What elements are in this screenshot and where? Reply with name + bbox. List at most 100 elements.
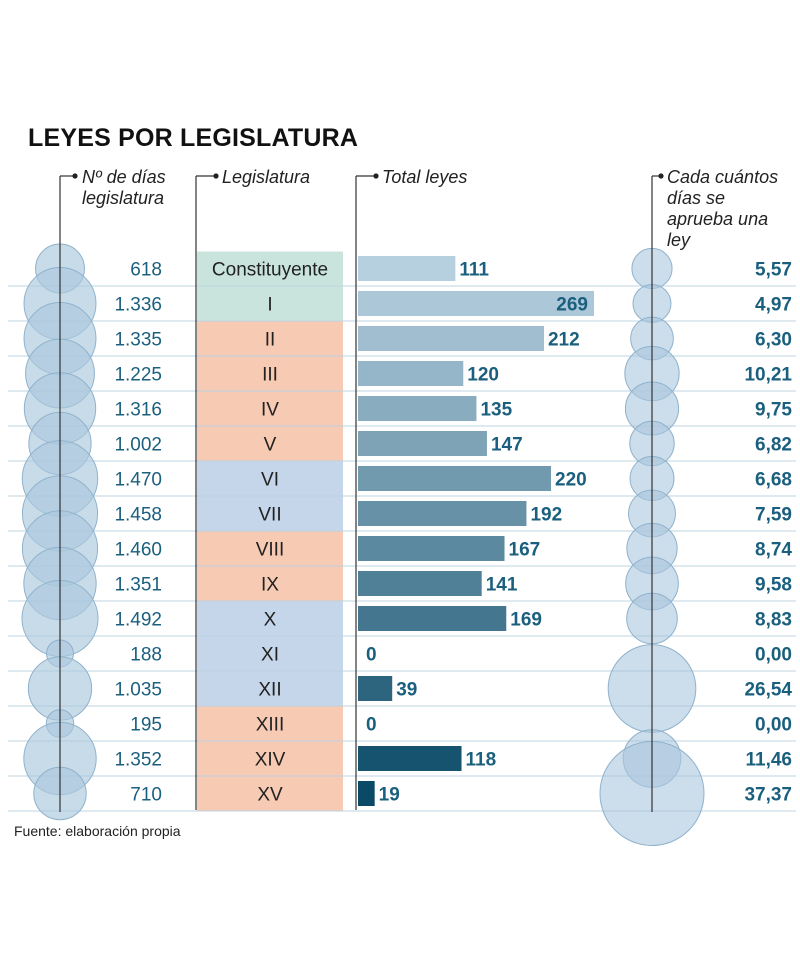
legislature-cells [197, 251, 343, 811]
legislature-label: VI [261, 470, 279, 491]
total-label: 0 [366, 715, 377, 736]
total-label: 147 [491, 435, 523, 456]
total-bar [358, 326, 544, 351]
days-label: 1.002 [114, 435, 162, 456]
rate-label: 10,21 [744, 365, 792, 386]
total-bar [358, 606, 507, 631]
legislature-label: X [264, 610, 277, 631]
rate-label: 6,30 [755, 330, 792, 351]
total-label: 212 [548, 330, 580, 351]
rate-label: 37,37 [744, 785, 792, 806]
rate-label: 11,46 [746, 750, 793, 771]
total-label: 192 [530, 505, 562, 526]
days-label: 1.492 [114, 610, 162, 631]
total-label: 39 [396, 680, 417, 701]
legislature-cell [197, 601, 343, 636]
days-label: 1.336 [114, 295, 162, 316]
days-label: 710 [130, 785, 162, 806]
total-bar [358, 291, 594, 316]
legislature-cell [197, 496, 343, 531]
axis-lines [59, 173, 664, 812]
legislature-label: XII [258, 680, 281, 701]
total-bar [358, 431, 487, 456]
rate-label: 9,75 [755, 400, 792, 421]
rate-label: 4,97 [755, 295, 792, 316]
header-days: Nº de días legislatura [82, 167, 166, 208]
days-label: 1.225 [114, 365, 162, 386]
legislature-label: XIV [255, 750, 286, 771]
legislature-label: III [262, 365, 278, 386]
source-note: Fuente: elaboración propia [14, 823, 181, 839]
days-label: 1.335 [114, 330, 162, 351]
rate-label: 26,54 [744, 680, 792, 701]
legislature-label: XV [257, 785, 283, 806]
legislature-label: V [264, 435, 277, 456]
total-label: 135 [480, 400, 512, 421]
total-bar [358, 536, 505, 561]
legislature-cell [197, 636, 343, 671]
legislature-cell [197, 391, 343, 426]
rate-label: 5,57 [755, 260, 792, 281]
days-label: 1.470 [114, 470, 162, 491]
total-label: 167 [509, 540, 541, 561]
legislature-cell [197, 531, 343, 566]
total-label: 0 [366, 645, 377, 666]
total-bars [358, 256, 594, 806]
rate-label: 6,82 [755, 435, 792, 456]
legislature-label: XI [261, 645, 279, 666]
total-bar [358, 256, 456, 281]
legislature-label: VII [258, 505, 281, 526]
legislature-label: II [265, 330, 276, 351]
total-bar [358, 396, 477, 421]
total-bar [358, 781, 375, 806]
total-label: 19 [379, 785, 400, 806]
header-total-laws: Total leyes [382, 167, 468, 187]
total-bar [358, 466, 552, 491]
days-axis-dot [72, 173, 78, 179]
days-label: 195 [130, 715, 162, 736]
legislature-label: IX [261, 575, 279, 596]
total-bar [358, 746, 462, 771]
days-label: 1.316 [114, 400, 162, 421]
total-label: 120 [467, 365, 499, 386]
total-bar [358, 361, 464, 386]
rate-label: 8,83 [755, 610, 792, 631]
legislature-cell [197, 321, 343, 356]
chart-title: LEYES POR LEGISLATURA [28, 124, 359, 152]
days-label: 1.352 [114, 750, 162, 771]
value-labels: 618 Constituyente 111 5,57 1.336 I 269 4,97 1.33… [114, 260, 792, 806]
legislature-cell [197, 741, 343, 776]
legislature-label: I [267, 295, 272, 316]
total-bar [358, 501, 527, 526]
legislature-cell [197, 426, 343, 461]
legislature-cell [197, 356, 343, 391]
days-label: 1.458 [114, 505, 162, 526]
rate-label: 0,00 [755, 645, 792, 666]
rate-label: 8,74 [755, 540, 792, 561]
total-bar [358, 676, 393, 701]
days-label: 1.351 [114, 575, 162, 596]
legislature-cell [197, 286, 343, 321]
legislature-label: VIII [256, 540, 285, 561]
legislature-label: IV [261, 400, 279, 421]
rate-label: 9,58 [755, 575, 792, 596]
total-label: 169 [510, 610, 542, 631]
header-days-per-law: Cada cuántos días se aprueba una ley [667, 167, 779, 250]
days-label: 1.460 [114, 540, 162, 561]
legislature-cell [197, 776, 343, 811]
total-label: 111 [459, 260, 489, 281]
rate-label: 6,68 [755, 470, 792, 491]
legislature-label: Constituyente [212, 260, 328, 281]
legislature-cell [197, 671, 343, 706]
total-label: 118 [466, 750, 497, 771]
total-label: 220 [555, 470, 587, 491]
rate-label: 7,59 [755, 505, 792, 526]
legislature-cell [197, 566, 343, 601]
days-label: 618 [130, 260, 162, 281]
total-label: 269 [556, 295, 588, 316]
legislature-cell [197, 706, 343, 741]
legislature-label: XIII [256, 715, 285, 736]
header-legislature: Legislatura [222, 167, 311, 187]
